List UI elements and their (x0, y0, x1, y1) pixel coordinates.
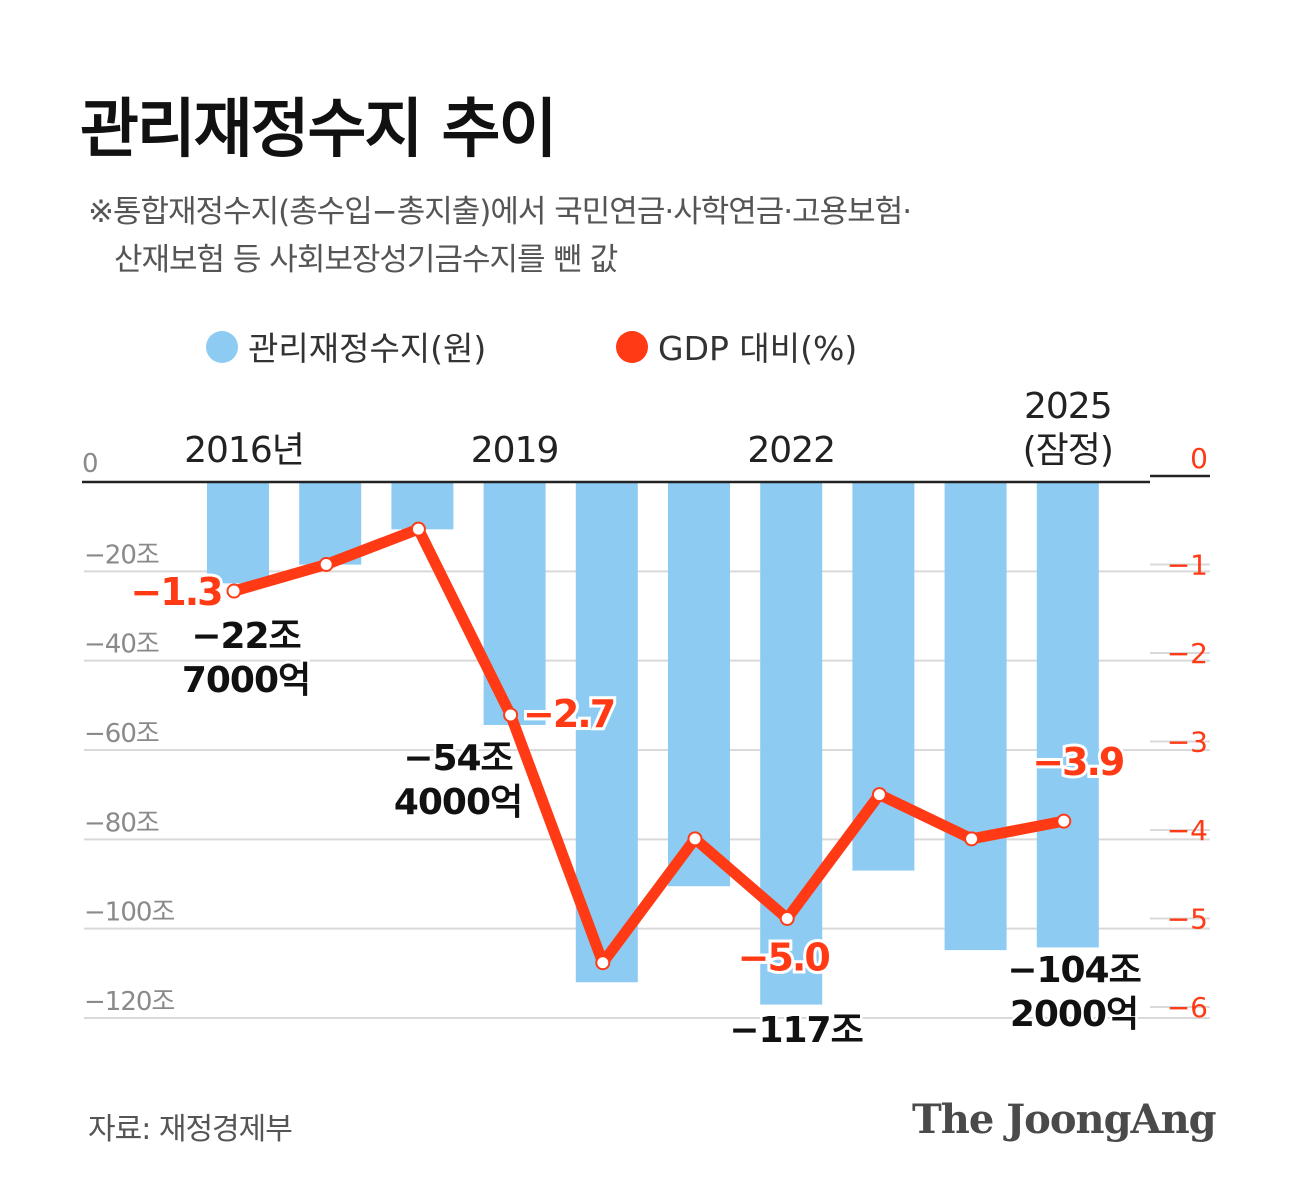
line-point (503, 707, 519, 723)
line-layer (226, 521, 1072, 971)
bar-value-label: −117조 (729, 1010, 862, 1051)
bar-value-label: 2000억 (1010, 994, 1138, 1035)
right-tick-label: −2 (1167, 637, 1208, 670)
line-value-label: −3.9 (1032, 740, 1124, 784)
bar-value-label: −22조 (191, 616, 300, 657)
category-label: 2022 (747, 430, 835, 471)
chart-title: 관리재정수지 추이 (80, 93, 557, 167)
bar (944, 482, 1007, 951)
axis-layer: 0 −20조 −40조 −60조 −80조 −100조 −120조 0 −1 −2 −3 −4 −5 −6 (82, 442, 1210, 1024)
legend-bar-swatch (206, 331, 238, 363)
category-label: (잠정) (1023, 430, 1113, 471)
line-value-label: −2.7 (523, 692, 614, 736)
bar (668, 482, 730, 887)
bar-value-label: 7000억 (182, 660, 310, 701)
category-label: 2025 (1024, 386, 1112, 427)
bar (1036, 482, 1099, 948)
legend: 관리재정수지(원) GDP 대비(%) (206, 329, 857, 368)
line-point (779, 911, 795, 926)
line-point (410, 521, 426, 537)
bar-value-label: 4000억 (394, 782, 522, 823)
right-tick-label: −5 (1167, 903, 1208, 936)
note-line-1: ※통합재정수지(총수입−총지출)에서 국민연금·사학연금·고용보험· (88, 194, 912, 230)
line-point (964, 831, 980, 847)
bar (760, 482, 823, 1005)
right-tick-label: −6 (1167, 991, 1208, 1024)
bar (391, 482, 454, 530)
legend-line-label: GDP 대비(%) (658, 329, 857, 368)
right-tick-label: 0 (1190, 442, 1208, 475)
line-point (687, 831, 703, 847)
line-point (1056, 813, 1072, 829)
line-point (871, 787, 887, 803)
category-label: 2016년 (184, 430, 304, 471)
right-tick-label: −3 (1167, 726, 1208, 759)
left-tick-label: 0 (82, 449, 98, 479)
left-tick-label: −80조 (84, 808, 159, 838)
chart-note: ※통합재정수지(총수입−총지출)에서 국민연금·사학연금·고용보험· 산재보험 … (88, 188, 912, 284)
category-label: 2019 (471, 430, 559, 471)
label-layer: 2016년 2019 2022 2025(잠정) −1.3 −2.7 −5.0 −3.9 −22… (127, 386, 1144, 1054)
left-tick-label: −120조 (84, 987, 174, 1017)
left-tick-label: −40조 (84, 630, 159, 660)
line-value-label: −1.3 (130, 570, 221, 614)
right-tick-label: −4 (1167, 814, 1208, 847)
legend-bar-label: 관리재정수지(원) (248, 329, 486, 368)
left-tick-label: −60조 (84, 719, 159, 749)
bar-value-label: −104조 (1007, 950, 1140, 991)
line-value-label: −5.0 (738, 936, 830, 980)
line-point (595, 955, 611, 971)
bar-value-label: −54조 (403, 738, 512, 779)
source-note: 자료: 재정경제부 (88, 1112, 293, 1147)
gdp-ratio-line (228, 523, 1070, 969)
left-tick-label: −100조 (84, 898, 174, 928)
line-point (226, 583, 242, 599)
line-point (318, 557, 334, 572)
legend-line-swatch (616, 331, 648, 363)
bar (575, 482, 638, 983)
grid-layer (84, 563, 1210, 1019)
note-line-2: 산재보험 등 사회보장성기금수지를 뺀 값 (114, 242, 618, 278)
right-tick-label: −1 (1167, 549, 1208, 582)
brand-logo: The JoongAng (912, 1096, 1217, 1143)
bar (207, 482, 269, 584)
left-tick-label: −20조 (84, 540, 159, 570)
